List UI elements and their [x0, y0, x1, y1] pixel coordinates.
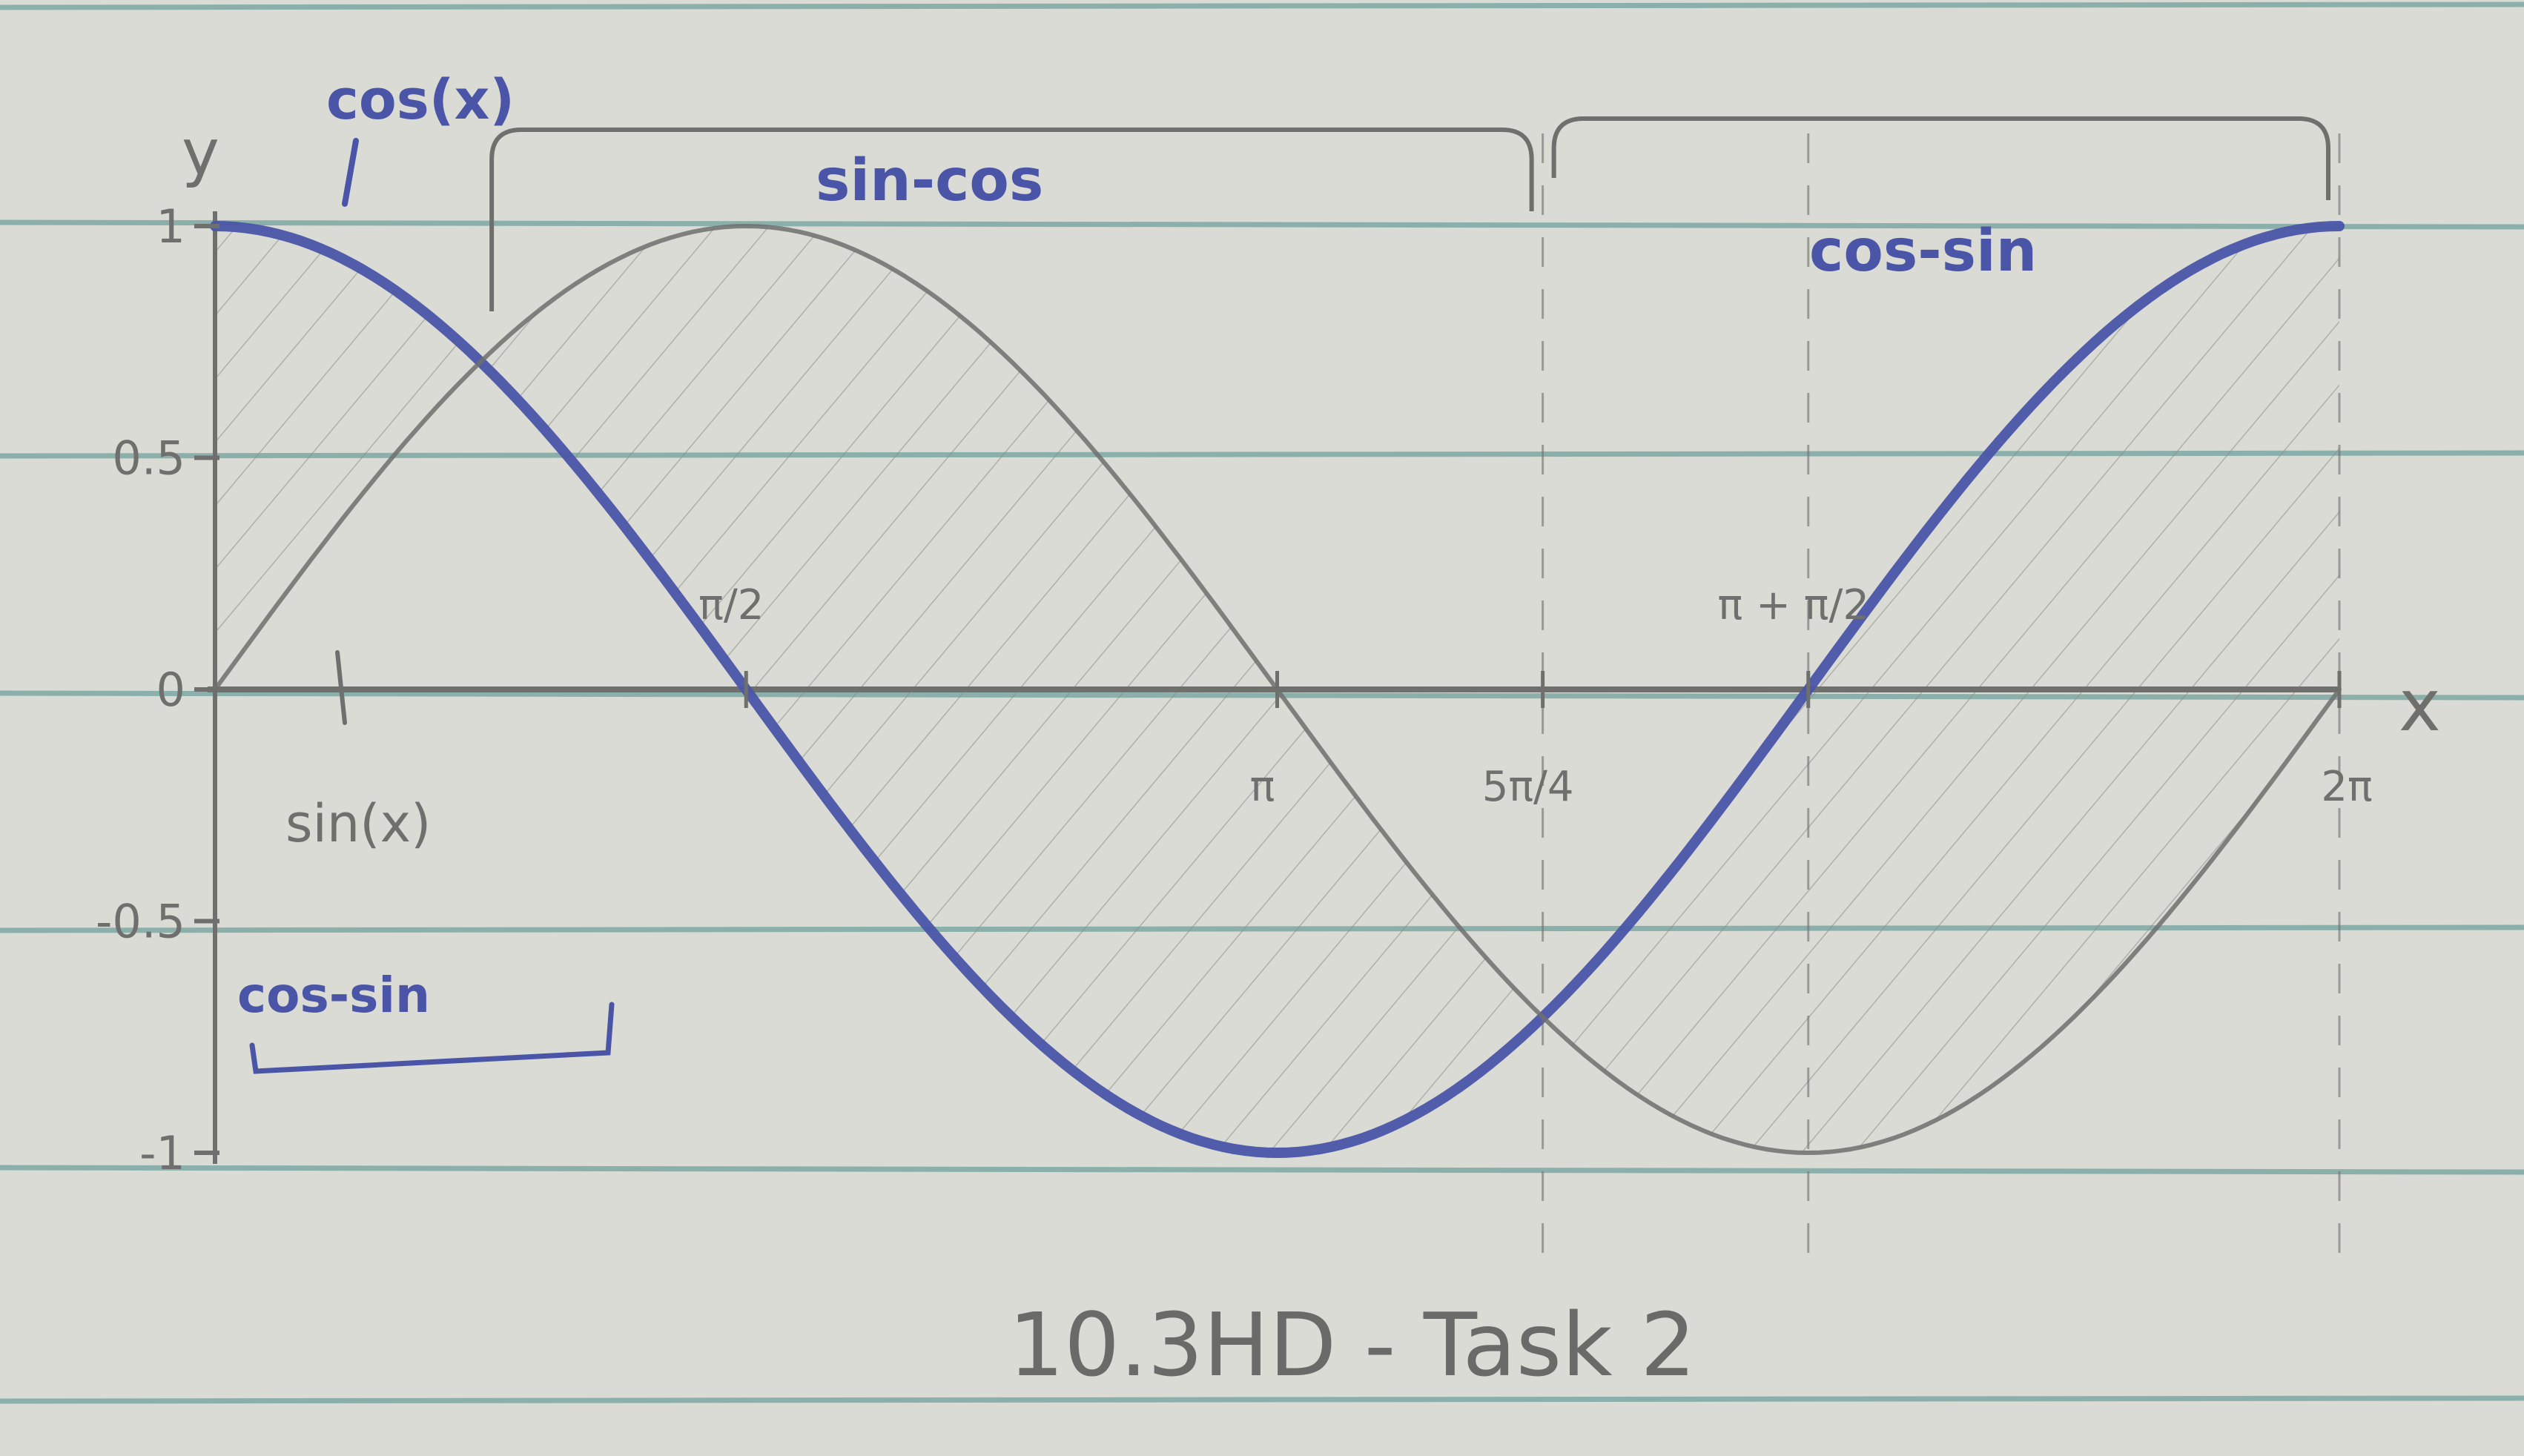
rule-line	[0, 219, 2524, 230]
y-tick-label: -0.5	[96, 895, 185, 949]
y-tick-label: 1	[156, 199, 185, 254]
series-label-cos-pointer	[342, 138, 359, 207]
x-tick-label: π + π/2	[1718, 581, 1869, 629]
tick-labels: 1 0.5 0 -0.5 -1 π/2 π 5π/4 π + π/2 2π	[96, 133, 2373, 1260]
y-axis-label: y	[182, 116, 219, 190]
region-bracket	[1551, 116, 2330, 200]
region-brackets	[489, 116, 2330, 311]
series-label-cos: cos(x)	[326, 68, 515, 132]
x-tick-label: π/2	[698, 581, 764, 629]
region-bracket	[489, 128, 1534, 311]
x-tick-label: 2π	[2321, 763, 2372, 811]
rule-line	[0, 1, 2524, 10]
series-label-sin-pointer	[335, 650, 347, 725]
x-tick-label: π	[1250, 763, 1275, 811]
shaded-region-0	[215, 226, 481, 689]
rule-line	[0, 1395, 2524, 1404]
region-underline-cos-sin-left	[249, 1002, 615, 1074]
region-label-cos-sin-right: cos-sin	[1809, 218, 2037, 285]
region-label-cos-sin-left: cos-sin	[237, 967, 430, 1024]
x-axis-label: x	[2399, 664, 2441, 747]
region-label-sin-cos: sin-cos	[816, 148, 1043, 214]
rule-line	[0, 1165, 2524, 1175]
y-tick-label: 0	[156, 663, 185, 717]
series-label-sin: sin(x)	[285, 793, 431, 854]
series-line-cos	[210, 221, 2345, 1158]
y-tick-label: -1	[139, 1126, 185, 1180]
y-tick-label: 0.5	[112, 431, 185, 486]
chart-title: 10.3HD - Task 2	[1008, 1294, 1696, 1396]
x-tick-label: 5π/4	[1482, 763, 1574, 811]
